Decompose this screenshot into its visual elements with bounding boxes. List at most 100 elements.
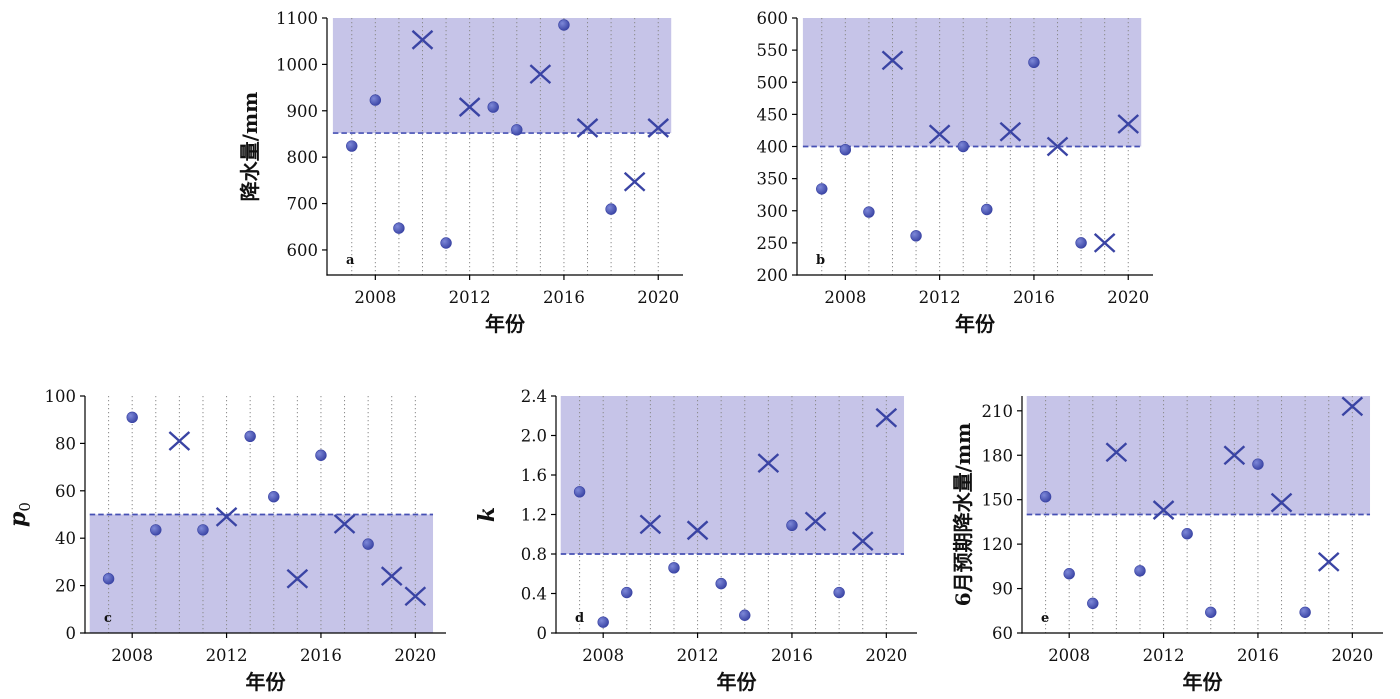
y-tick-label: 500 (757, 73, 789, 92)
y-tick-label: 600 (287, 241, 319, 260)
x-tick-label: 2008 (824, 288, 866, 307)
data-point-cross (623, 171, 646, 192)
x-tick-label: 2020 (1331, 646, 1373, 665)
data-point-cross (1152, 500, 1175, 520)
y-axis-label-subscript: 0 (16, 502, 34, 512)
panel-label: c (104, 611, 112, 626)
data-point-circle (833, 586, 845, 599)
data-point-circle (362, 538, 374, 550)
data-point-circle (369, 94, 382, 106)
y-tick-label: 0.4 (521, 585, 547, 604)
panel-label: e (1041, 611, 1049, 626)
data-point-cross (286, 568, 309, 589)
data-point-cross (215, 506, 238, 527)
data-point-circle (268, 491, 280, 503)
data-point-cross (1046, 136, 1069, 157)
x-tick-label: 2012 (206, 646, 248, 665)
y-tick-label: 1.6 (521, 466, 547, 485)
x-tick-label: 2016 (300, 646, 342, 665)
panel-label: d (575, 611, 584, 626)
y-tick-label: 100 (45, 387, 77, 406)
y-tick-label: 60 (992, 624, 1013, 643)
y-tick-label: 300 (757, 202, 789, 221)
x-tick-label: 2012 (919, 288, 961, 307)
x-tick-label: 2016 (771, 646, 813, 665)
data-point-circle (440, 237, 452, 249)
y-tick-label: 550 (757, 41, 789, 60)
data-point-circle (597, 616, 609, 628)
y-tick-label: 120 (982, 535, 1014, 554)
x-tick-label: 2016 (543, 288, 585, 307)
data-point-cross (875, 407, 898, 428)
x-tick-label: 2008 (1048, 646, 1090, 665)
y-tick-label: 1100 (276, 9, 318, 28)
data-point-circle (1063, 568, 1075, 580)
data-point-circle (393, 222, 405, 234)
y-tick-label: 90 (992, 580, 1013, 599)
y-tick-label: 2.0 (521, 427, 547, 446)
x-tick-label: 2016 (1237, 646, 1279, 665)
data-point-circle (863, 206, 875, 218)
y-tick-label: 180 (982, 446, 1014, 465)
data-point-circle (981, 203, 993, 216)
y-tick-label: 0 (66, 624, 77, 643)
data-point-circle (558, 19, 570, 31)
y-axis-label-main: k (474, 507, 500, 522)
data-point-circle (1299, 606, 1311, 618)
y-axis-label-main: p (5, 511, 31, 527)
data-point-cross (1105, 442, 1128, 463)
data-point-circle (102, 573, 115, 585)
x-axis-label: 年份 (485, 312, 526, 336)
data-point-cross (168, 431, 191, 451)
data-point-cross (804, 511, 827, 532)
data-point-circle (1087, 597, 1099, 610)
y-axis-label: k (474, 507, 500, 522)
x-axis-label: 年份 (1183, 670, 1224, 694)
panel-e: 60 90 120 150 180 210 2008 2012 2016 2020 年份 6月预期降水… (951, 396, 1383, 694)
y-axis-label-main: 6月预期降水量/mm (951, 423, 975, 607)
y-tick-label: 0.8 (521, 545, 547, 564)
x-tick-label: 2016 (1013, 288, 1055, 307)
y-tick-label: 700 (287, 195, 319, 214)
y-axis-label: p0 (5, 502, 34, 527)
x-tick-label: 2020 (865, 646, 907, 665)
y-axis-label: 降水量/mm (238, 92, 262, 202)
y-tick-label: 200 (757, 266, 789, 285)
x-tick-label: 2012 (1143, 646, 1185, 665)
data-point-cross (333, 514, 356, 534)
data-point-cross (1117, 114, 1140, 134)
data-point-circle (1028, 56, 1040, 69)
data-point-circle (1205, 606, 1217, 618)
y-tick-label: 20 (55, 577, 76, 596)
data-point-cross (1270, 492, 1293, 513)
data-point-cross (458, 97, 481, 117)
y-tick-label: 210 (982, 402, 1014, 421)
x-tick-label: 2012 (677, 646, 719, 665)
data-point-circle (487, 101, 499, 113)
x-tick-label: 2012 (449, 288, 491, 307)
shaded-region (560, 396, 905, 554)
x-axis-label: 年份 (717, 670, 758, 694)
panel-a: 600 700 800 900 1000 1100 2008 2012 2016 2020 年份 降水… (238, 9, 683, 336)
y-tick-label: 80 (55, 434, 76, 453)
data-point-cross (380, 566, 403, 587)
shaded-region (332, 18, 672, 134)
data-point-circle (1134, 565, 1146, 577)
y-tick-label: 250 (757, 234, 789, 253)
data-point-circle (573, 486, 586, 498)
x-tick-label: 2008 (354, 288, 396, 307)
data-point-cross (404, 586, 427, 607)
data-point-cross (576, 118, 599, 138)
data-point-cross (757, 453, 780, 474)
data-point-cross (647, 118, 670, 138)
panel-label: a (346, 253, 355, 268)
shaded-region (802, 18, 1142, 147)
x-tick-label: 2020 (1107, 288, 1149, 307)
y-tick-label: 800 (287, 148, 319, 167)
y-tick-label: 150 (982, 491, 1014, 510)
data-point-circle (150, 524, 162, 536)
y-tick-label: 40 (55, 529, 76, 548)
data-point-circle (957, 140, 969, 153)
